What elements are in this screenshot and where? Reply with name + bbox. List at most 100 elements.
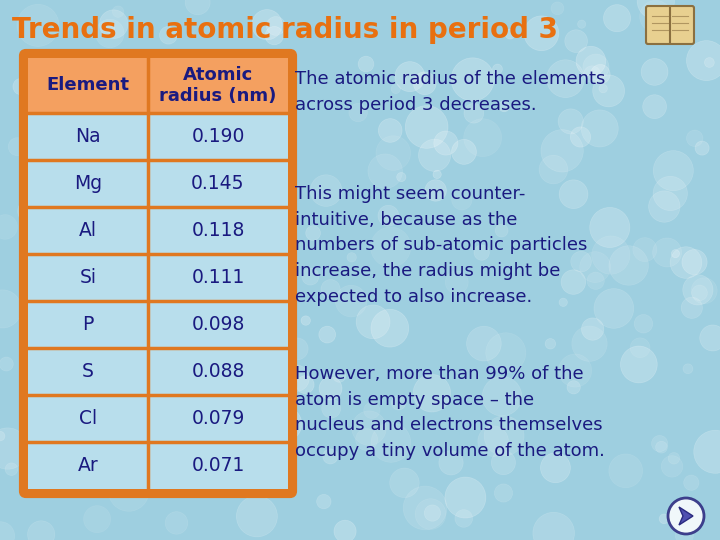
Circle shape <box>415 499 446 529</box>
Circle shape <box>594 288 634 328</box>
Circle shape <box>229 91 268 130</box>
Circle shape <box>378 205 399 226</box>
Circle shape <box>148 296 164 312</box>
Circle shape <box>403 486 447 530</box>
Circle shape <box>704 58 714 68</box>
Bar <box>28 442 288 489</box>
Circle shape <box>495 484 513 502</box>
Text: P: P <box>82 315 94 334</box>
Circle shape <box>107 212 131 236</box>
Circle shape <box>559 180 588 208</box>
Polygon shape <box>679 507 693 525</box>
Circle shape <box>582 318 604 340</box>
Circle shape <box>161 462 194 495</box>
Circle shape <box>551 2 564 15</box>
Circle shape <box>322 399 341 418</box>
Circle shape <box>225 416 240 431</box>
Circle shape <box>166 274 183 290</box>
Circle shape <box>0 290 22 328</box>
FancyBboxPatch shape <box>21 51 295 496</box>
Circle shape <box>13 78 30 95</box>
Circle shape <box>455 510 472 527</box>
Circle shape <box>451 139 477 164</box>
Circle shape <box>524 16 559 51</box>
Circle shape <box>97 378 135 415</box>
Circle shape <box>282 365 310 392</box>
Circle shape <box>89 176 109 195</box>
Circle shape <box>694 430 720 474</box>
Circle shape <box>0 214 17 239</box>
Circle shape <box>491 450 516 475</box>
Circle shape <box>191 253 203 266</box>
Circle shape <box>486 333 526 373</box>
Circle shape <box>27 521 55 540</box>
Bar <box>28 160 288 207</box>
Circle shape <box>310 175 342 206</box>
Text: Na: Na <box>75 127 101 146</box>
Circle shape <box>306 226 320 240</box>
Text: Al: Al <box>79 221 97 240</box>
Circle shape <box>541 453 570 483</box>
Circle shape <box>238 140 274 176</box>
Circle shape <box>681 297 703 319</box>
Circle shape <box>583 54 609 80</box>
Circle shape <box>205 233 240 267</box>
Circle shape <box>5 463 18 476</box>
Circle shape <box>482 376 522 416</box>
Circle shape <box>603 5 631 32</box>
Circle shape <box>112 6 124 17</box>
Circle shape <box>671 249 680 258</box>
Circle shape <box>96 19 124 48</box>
Circle shape <box>653 151 693 191</box>
Circle shape <box>577 20 586 28</box>
Circle shape <box>256 396 274 414</box>
Circle shape <box>321 280 340 299</box>
Text: 0.079: 0.079 <box>192 409 245 428</box>
Circle shape <box>451 190 472 210</box>
Bar <box>28 301 288 348</box>
Circle shape <box>464 103 484 123</box>
Circle shape <box>258 247 279 268</box>
Circle shape <box>445 271 468 294</box>
Circle shape <box>265 26 284 45</box>
Circle shape <box>649 191 680 222</box>
Text: However, more than 99% of the
atom is empty space – the
nucleus and electrons th: However, more than 99% of the atom is em… <box>295 365 605 460</box>
Circle shape <box>17 4 59 46</box>
Circle shape <box>347 253 356 262</box>
Circle shape <box>75 407 114 446</box>
Circle shape <box>539 155 568 184</box>
Circle shape <box>165 511 188 534</box>
Circle shape <box>127 180 150 202</box>
Circle shape <box>58 208 69 219</box>
Circle shape <box>683 475 699 490</box>
Circle shape <box>652 238 682 267</box>
Circle shape <box>227 359 240 372</box>
Bar <box>28 395 288 442</box>
Circle shape <box>151 192 191 232</box>
Circle shape <box>84 505 111 532</box>
Text: 0.071: 0.071 <box>192 456 245 475</box>
Circle shape <box>405 106 448 148</box>
Circle shape <box>352 411 386 446</box>
Circle shape <box>655 441 667 453</box>
Text: Si: Si <box>79 268 96 287</box>
Text: S: S <box>82 362 94 381</box>
Circle shape <box>31 174 68 212</box>
Circle shape <box>296 376 314 394</box>
Bar <box>28 207 288 254</box>
Circle shape <box>59 433 99 474</box>
Circle shape <box>567 381 580 394</box>
Circle shape <box>559 354 592 387</box>
Circle shape <box>154 303 168 318</box>
Circle shape <box>670 247 702 279</box>
Circle shape <box>653 176 688 211</box>
Circle shape <box>319 326 336 343</box>
Circle shape <box>576 46 606 76</box>
Circle shape <box>691 278 717 304</box>
Circle shape <box>243 242 287 285</box>
Circle shape <box>652 435 667 451</box>
Circle shape <box>368 154 402 188</box>
Circle shape <box>207 118 236 148</box>
Circle shape <box>21 197 48 224</box>
Circle shape <box>378 119 402 143</box>
